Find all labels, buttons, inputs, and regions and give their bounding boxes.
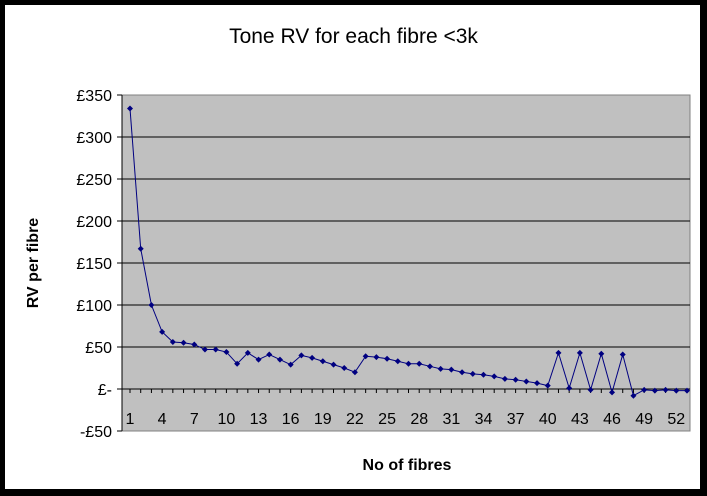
- x-tick-label: 22: [346, 411, 364, 428]
- y-tick-label: £250: [76, 172, 112, 189]
- x-tick-label: 16: [282, 411, 300, 428]
- data-point: [512, 376, 519, 383]
- x-tick-label: 28: [410, 411, 428, 428]
- data-point: [662, 386, 669, 393]
- data-point: [491, 373, 498, 380]
- x-axis-title: No of fibres: [363, 457, 452, 474]
- data-point: [576, 349, 583, 356]
- data-point: [191, 341, 198, 348]
- data-point: [469, 370, 476, 377]
- data-point: [351, 369, 358, 376]
- data-point: [598, 350, 605, 357]
- data-point: [416, 360, 423, 367]
- data-point: [448, 366, 455, 373]
- data-point: [609, 389, 616, 396]
- data-point: [394, 358, 401, 365]
- y-tick-label: £300: [76, 130, 112, 147]
- data-point: [651, 387, 658, 394]
- data-point: [223, 349, 230, 356]
- y-tick-label: £-: [98, 382, 112, 399]
- data-point: [137, 245, 144, 252]
- x-tick-label: 10: [218, 411, 236, 428]
- data-point: [319, 358, 326, 365]
- x-axis-tick-labels: 1 4 7 10 13 16 19 22 25 28 31 34 37 40 43 46 49 52: [126, 389, 688, 428]
- x-tick-label: 31: [442, 411, 460, 428]
- x-tick-label: 37: [507, 411, 525, 428]
- data-point: [555, 349, 562, 356]
- x-tick-label: 25: [378, 411, 396, 428]
- y-axis-title: RV per fibre: [25, 218, 42, 309]
- y-axis-tick-labels: -£50 £- £50 £100 £150 £200 £250 £300 £350: [76, 88, 122, 441]
- data-point: [566, 385, 573, 392]
- data-point: [426, 363, 433, 370]
- data-point: [619, 351, 626, 358]
- data-point: [127, 105, 133, 112]
- data-point: [437, 365, 444, 372]
- data-point: [384, 355, 391, 362]
- data-point: [630, 392, 637, 399]
- data-point: [534, 380, 541, 387]
- data-point: [255, 356, 262, 363]
- data-point: [212, 346, 219, 353]
- data-point: [523, 378, 530, 385]
- x-tick-label: 52: [667, 411, 685, 428]
- data-point: [169, 338, 176, 345]
- data-point: [641, 386, 648, 393]
- y-tick-label: £100: [76, 298, 112, 315]
- data-point: [501, 375, 508, 382]
- x-tick-label: 13: [250, 411, 268, 428]
- data-point: [330, 361, 337, 368]
- x-tick-label: 40: [539, 411, 557, 428]
- data-point: [287, 361, 294, 368]
- y-tick-label: -£50: [80, 424, 112, 441]
- x-tick-label: 34: [475, 411, 493, 428]
- data-point: [373, 354, 380, 361]
- x-tick-label: 46: [603, 411, 621, 428]
- y-tick-label: £200: [76, 214, 112, 231]
- x-tick-label: 1: [126, 411, 135, 428]
- gridlines: [121, 95, 690, 431]
- data-point: [684, 387, 690, 394]
- data-point: [201, 346, 208, 353]
- x-tick-label: 7: [190, 411, 199, 428]
- chart-title: Tone RV for each fibre <3k: [229, 25, 478, 48]
- y-tick-label: £50: [85, 340, 112, 357]
- x-tick-label: 49: [635, 411, 653, 428]
- data-point: [587, 386, 594, 393]
- y-tick-label: £150: [76, 256, 112, 273]
- x-tick-label: 43: [571, 411, 589, 428]
- x-tick-label: 19: [314, 411, 332, 428]
- data-point: [309, 354, 316, 361]
- data-point: [148, 302, 155, 308]
- data-point: [276, 356, 283, 363]
- data-point: [459, 369, 466, 376]
- data-point: [673, 387, 680, 394]
- y-tick-label: £350: [76, 88, 112, 105]
- data-point: [341, 365, 348, 371]
- data-point: [362, 353, 369, 360]
- data-point: [480, 371, 487, 378]
- data-point: [544, 382, 551, 389]
- data-point: [234, 360, 241, 367]
- x-tick-label: 4: [158, 411, 167, 428]
- data-point: [180, 339, 187, 346]
- data-point: [244, 349, 251, 356]
- data-point: [266, 351, 273, 358]
- data-point: [298, 352, 305, 359]
- data-point: [405, 360, 412, 367]
- data-point: [159, 328, 166, 335]
- data-series: [127, 105, 690, 399]
